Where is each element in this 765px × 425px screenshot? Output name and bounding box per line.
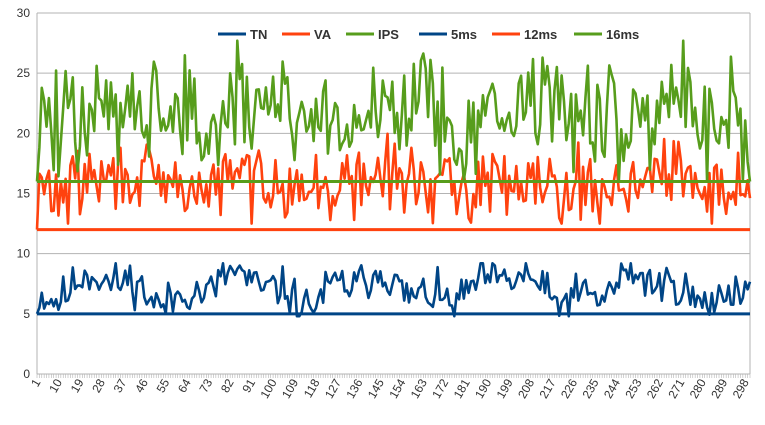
y-tick-label: 25 — [17, 66, 31, 80]
x-tick-label: 82 — [218, 376, 237, 395]
legend-label: VA — [314, 27, 332, 42]
legend-label: 16ms — [606, 27, 639, 42]
legend: TN VA IPS 5ms 12ms 16ms — [218, 27, 639, 42]
x-tick-label: 280 — [687, 376, 709, 401]
x-tick-label: 118 — [301, 376, 323, 400]
x-tick-label: 55 — [154, 376, 173, 395]
series-line-ips — [35, 39, 752, 183]
x-tick-label: 181 — [451, 376, 473, 401]
x-tick-label: 100 — [258, 376, 280, 401]
x-tick-label: 10 — [46, 376, 65, 395]
x-tick-label: 253 — [622, 376, 644, 401]
legend-label: 5ms — [451, 27, 477, 42]
x-tick-label: 127 — [322, 376, 344, 401]
legend-label: TN — [250, 27, 267, 42]
y-tick-label: 10 — [17, 247, 31, 261]
x-tick-label: 208 — [515, 376, 537, 401]
series-line-tn — [35, 261, 752, 318]
x-tick-label: 298 — [730, 376, 752, 401]
legend-label: 12ms — [524, 27, 557, 42]
x-tick-label: 199 — [494, 376, 516, 401]
x-tick-label: 226 — [558, 376, 580, 401]
x-tick-label: 73 — [196, 376, 215, 395]
x-tick-label: 1 — [28, 376, 44, 389]
x-tick-label: 19 — [68, 376, 87, 395]
x-tick-label: 145 — [365, 376, 387, 401]
y-tick-label: 30 — [17, 6, 31, 20]
y-tick-label: 5 — [23, 307, 30, 321]
x-axis: 1 10 19 28 37 46 55 64 73 82 91 100 109 118 127 136 145 1… — [28, 374, 752, 401]
x-tick-label: 217 — [537, 376, 559, 401]
gridlines — [36, 12, 751, 375]
x-tick-label: 235 — [579, 376, 601, 401]
y-tick-label: 0 — [23, 367, 30, 381]
x-tick-label: 271 — [665, 376, 687, 401]
y-tick-label: 20 — [17, 126, 31, 140]
x-tick-label: 28 — [89, 376, 108, 395]
x-tick-label: 136 — [343, 376, 365, 401]
x-tick-label: 244 — [601, 376, 623, 401]
x-tick-label: 64 — [175, 376, 194, 395]
x-tick-label: 109 — [279, 376, 301, 401]
x-tick-label: 190 — [472, 376, 494, 401]
y-tick-label: 15 — [17, 187, 31, 201]
x-tick-label: 37 — [111, 376, 130, 395]
x-tick-label: 91 — [239, 376, 258, 395]
x-tick-label: 172 — [429, 376, 451, 401]
legend-label: IPS — [378, 27, 399, 42]
x-tick-label: 154 — [386, 376, 408, 401]
x-tick-label: 46 — [132, 376, 151, 395]
x-tick-label: 262 — [644, 376, 666, 401]
x-tick-label: 163 — [408, 376, 430, 401]
y-axis: 0 5 10 15 20 25 30 — [17, 6, 31, 381]
series-lines — [35, 39, 752, 318]
x-tick-label: 289 — [708, 376, 730, 401]
